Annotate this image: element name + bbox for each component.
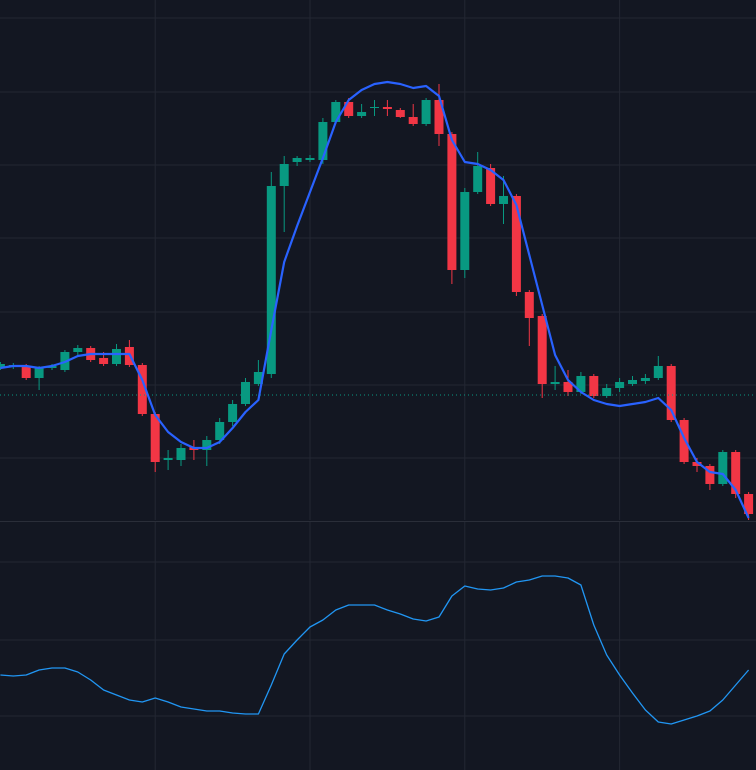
candle-body — [473, 166, 483, 192]
candle-body — [744, 494, 754, 514]
candle-body — [357, 112, 367, 116]
candle-body — [176, 448, 186, 460]
candle-body — [421, 100, 431, 124]
candle-body — [99, 358, 109, 364]
candle-body — [524, 292, 534, 318]
candle-body — [305, 158, 315, 160]
candle-body — [537, 316, 547, 384]
candle-body — [550, 382, 560, 384]
candle-body — [576, 376, 586, 392]
candle-body — [292, 158, 302, 162]
moving-average — [0, 80, 750, 519]
candle-body — [499, 196, 508, 204]
candle-body — [150, 414, 160, 462]
candle-body — [344, 102, 354, 116]
candle-body — [228, 404, 238, 422]
candle-body — [692, 462, 702, 466]
candle-body — [395, 110, 405, 117]
candle-body — [318, 122, 328, 160]
candle-body — [640, 378, 650, 381]
candle-body — [21, 366, 31, 378]
candle-body — [718, 452, 728, 484]
candle-body — [137, 365, 147, 414]
candle-body — [589, 376, 599, 396]
candle-body — [460, 192, 470, 270]
candle-body — [253, 372, 263, 384]
candle-body — [679, 420, 689, 462]
candle-body — [112, 349, 121, 364]
candle-body — [0, 364, 5, 368]
candle-body — [434, 100, 444, 134]
candle-body — [279, 164, 289, 186]
candle-body — [666, 366, 676, 420]
candle-body — [705, 466, 715, 484]
candle-body — [163, 458, 173, 460]
candle-body — [447, 134, 457, 270]
candle-body — [331, 102, 341, 122]
candle-body — [73, 348, 83, 352]
candle-body — [731, 452, 741, 494]
candle-body — [486, 168, 496, 204]
candle-body — [215, 422, 225, 440]
candle-body — [511, 196, 521, 292]
oscillator-line — [0, 575, 750, 725]
candle-body — [34, 368, 44, 378]
candle-body — [370, 107, 379, 108]
candle-body — [602, 388, 612, 396]
candle-body — [382, 107, 392, 109]
candle-body — [408, 117, 418, 124]
candle-body — [615, 382, 625, 388]
candle-body — [241, 382, 250, 404]
candle-body — [628, 380, 637, 384]
candle-body — [266, 186, 276, 374]
candle-body — [202, 440, 212, 450]
candle-body — [653, 366, 663, 378]
candle-body — [563, 382, 573, 392]
